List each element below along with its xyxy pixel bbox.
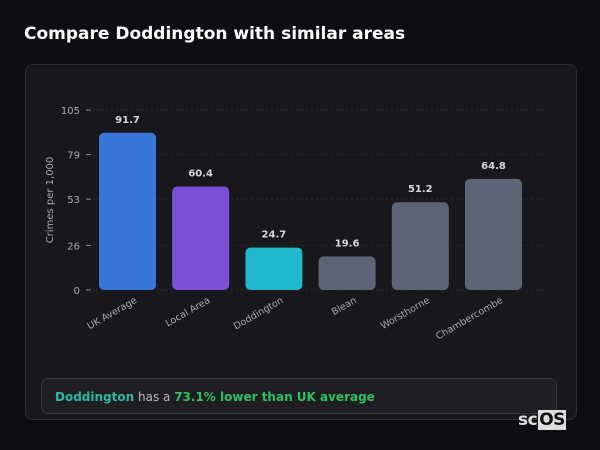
bar-local-area — [172, 186, 230, 290]
y-tick-label: 79 — [67, 151, 80, 162]
summary-text: has a — [137, 390, 171, 404]
x-tick-label: Local Area — [164, 295, 212, 329]
bar-chambercombe — [465, 178, 522, 290]
summary-box: Doddington has a 73.1% lower than UK ave… — [41, 378, 557, 414]
y-tick-label: 53 — [67, 195, 80, 206]
x-tick-label: Blean — [330, 295, 359, 318]
page-title: Compare Doddington with similar areas — [24, 24, 406, 44]
x-tick-label: UK Average — [86, 295, 139, 332]
summary-comparison: 73.1% lower than UK average — [174, 390, 375, 404]
bar-worsthorne — [391, 202, 449, 290]
data-label: 51.2 — [408, 184, 433, 195]
data-label: 60.4 — [188, 168, 213, 179]
data-label: 19.6 — [335, 238, 360, 249]
bar-blean — [318, 256, 376, 290]
y-axis-label: Crimes per 1,000 — [45, 157, 56, 244]
bar-doddington — [245, 247, 303, 290]
x-tick-label: Worsthorne — [379, 295, 432, 332]
data-label: 64.8 — [481, 161, 506, 172]
data-label: 24.7 — [262, 230, 287, 241]
data-label: 91.7 — [115, 115, 140, 126]
logo: sc OS — [518, 410, 566, 430]
y-tick-label: 105 — [61, 106, 80, 117]
y-tick-label: 0 — [74, 286, 80, 297]
y-tick-label: 26 — [67, 241, 80, 252]
bar-uk-average — [99, 132, 156, 290]
x-tick-label: Doddington — [232, 295, 286, 332]
x-tick-label: Chambercombe — [434, 295, 505, 342]
summary-area: Doddington — [55, 390, 135, 404]
